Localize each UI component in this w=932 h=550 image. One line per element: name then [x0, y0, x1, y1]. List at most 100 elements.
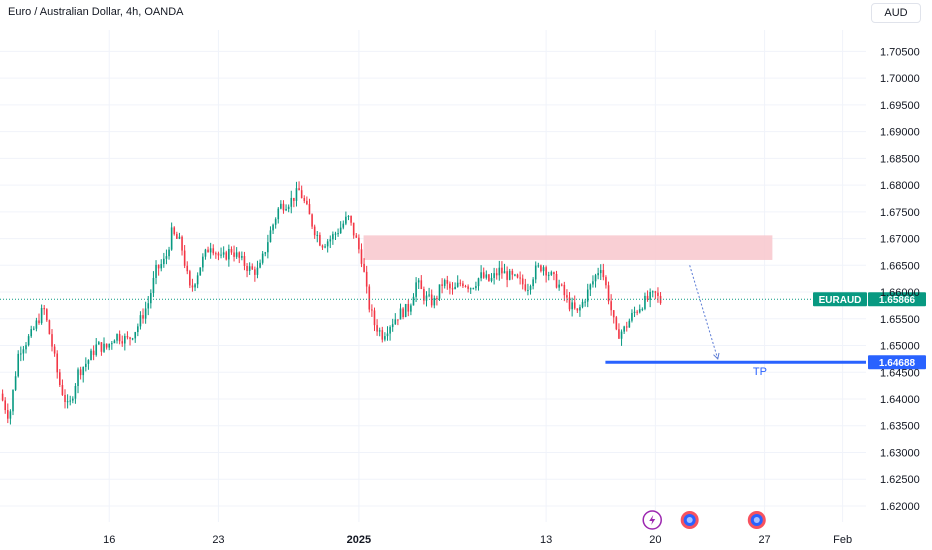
candle-body — [558, 284, 560, 288]
candle-body — [30, 329, 33, 337]
currency-button[interactable]: AUD — [871, 3, 921, 23]
candle-body — [326, 241, 329, 247]
price-axis[interactable]: 1.70500 1.70000 1.69500 1.69000 1.68500 1.680… — [880, 46, 920, 513]
candle-body — [1, 393, 4, 401]
candle-body — [615, 317, 618, 330]
candle-body — [576, 308, 579, 311]
candle-body — [225, 252, 228, 260]
price-tick-label: 1.65500 — [880, 314, 920, 326]
candle-body — [256, 267, 259, 275]
candle-body — [251, 266, 254, 270]
candle-body — [92, 350, 95, 355]
candle-body — [646, 295, 649, 300]
time-axis[interactable]: 16 23 2025 13 20 27 Feb — [103, 534, 852, 546]
candle-body — [397, 319, 399, 321]
candle-body — [394, 319, 397, 325]
candle-body — [35, 320, 38, 329]
candle-body — [261, 253, 264, 263]
candle-body — [14, 376, 17, 390]
candle-body — [147, 303, 150, 309]
candle-body — [321, 245, 324, 248]
candle-body — [373, 310, 376, 326]
candle-body — [85, 363, 87, 368]
candle-body — [69, 400, 72, 402]
candle-body — [581, 301, 584, 308]
time-tick-label: 13 — [540, 534, 552, 546]
candle-body — [64, 394, 66, 402]
take-profit-price-tag — [868, 355, 926, 370]
candle-body — [129, 337, 131, 339]
candle-body — [399, 308, 402, 320]
candle-body — [233, 252, 235, 257]
candle-body — [38, 320, 40, 324]
price-tick-label: 1.62000 — [880, 501, 920, 513]
candle-body — [485, 274, 488, 278]
candle-body — [277, 208, 280, 220]
candle-body — [568, 297, 571, 310]
candle-body — [386, 333, 389, 337]
candle-body — [324, 246, 326, 248]
candle-body — [446, 280, 449, 284]
candle-body — [620, 331, 623, 339]
flag-icon — [747, 511, 766, 529]
candle-body — [194, 284, 196, 288]
candle-body — [589, 284, 592, 290]
candle-body — [407, 304, 410, 312]
candle-body — [477, 278, 480, 287]
candle-body — [651, 291, 654, 293]
candle-body — [12, 389, 14, 412]
candle-body — [334, 233, 337, 235]
candle-body — [199, 267, 202, 276]
candle-body — [152, 277, 155, 294]
candle-body — [599, 270, 602, 274]
price-tick-label: 1.70000 — [880, 73, 920, 85]
candle-body — [376, 325, 378, 332]
current-price-label: 1.65866 — [879, 295, 916, 306]
candle-body — [6, 410, 9, 419]
candle-body — [537, 265, 540, 267]
candle-body — [506, 271, 508, 280]
candle-body — [150, 293, 152, 304]
candle-body — [597, 273, 599, 276]
price-tick-label: 1.66500 — [880, 260, 920, 272]
candle-body — [475, 286, 477, 289]
candle-body — [22, 349, 25, 354]
candle-body — [641, 308, 644, 310]
candle-body — [40, 308, 43, 324]
candle-body — [230, 249, 233, 253]
price-tick-label: 1.66000 — [880, 287, 920, 299]
candle-body — [105, 343, 108, 348]
candle-body — [443, 280, 446, 286]
candle-body — [61, 385, 64, 395]
candle-body — [469, 288, 472, 290]
candle-body — [527, 289, 529, 291]
candle-body — [454, 286, 456, 290]
lightning-icon — [642, 510, 662, 530]
candle-body — [43, 308, 46, 310]
candle-body — [482, 272, 485, 278]
candle-body — [124, 336, 126, 344]
candle-body — [636, 311, 638, 313]
candle-body — [131, 338, 134, 340]
candle-body — [142, 315, 144, 319]
candle-body — [33, 328, 35, 330]
candle-body — [555, 274, 558, 288]
time-tick-label: 27 — [758, 534, 770, 546]
projection-arrow-head — [713, 352, 720, 360]
price-tick-label: 1.68000 — [880, 180, 920, 192]
candle-body — [345, 216, 347, 224]
candle-body — [90, 350, 92, 361]
candle-body — [456, 282, 459, 287]
candle-body — [329, 239, 332, 242]
candle-body — [51, 334, 53, 347]
price-tick-label: 1.64500 — [880, 367, 920, 379]
candle-body — [274, 219, 277, 225]
price-tick-label: 1.68500 — [880, 153, 920, 165]
candle-body — [363, 263, 365, 272]
price-tick-label: 1.64000 — [880, 394, 920, 406]
time-tick-label: 23 — [212, 534, 224, 546]
candle-body — [378, 330, 381, 332]
candle-body — [316, 234, 319, 236]
candle-body — [516, 274, 519, 278]
